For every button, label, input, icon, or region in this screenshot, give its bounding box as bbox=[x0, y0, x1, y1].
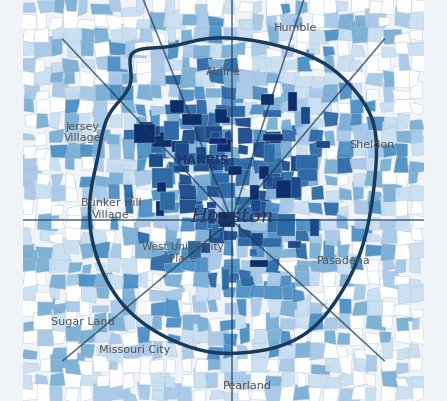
Bar bbox=[296, 155, 318, 169]
Bar bbox=[291, 178, 301, 198]
Text: Bunker Hill
Village: Bunker Hill Village bbox=[80, 198, 141, 219]
Bar bbox=[164, 122, 179, 141]
Bar bbox=[250, 250, 257, 256]
Bar bbox=[250, 261, 268, 267]
Text: HARRIS: HARRIS bbox=[177, 154, 230, 167]
Bar bbox=[310, 219, 319, 237]
Bar bbox=[172, 142, 189, 152]
Bar bbox=[291, 156, 306, 172]
Bar bbox=[264, 144, 275, 164]
Bar bbox=[134, 125, 155, 144]
Text: Sugar Land: Sugar Land bbox=[51, 316, 115, 326]
Bar bbox=[156, 182, 166, 193]
Bar bbox=[298, 168, 317, 181]
Bar bbox=[169, 101, 184, 113]
Bar bbox=[266, 176, 274, 187]
Bar bbox=[212, 225, 219, 237]
Bar bbox=[152, 169, 173, 188]
Text: Missouri City: Missouri City bbox=[99, 344, 171, 354]
Bar bbox=[219, 184, 235, 198]
Text: Aldine: Aldine bbox=[206, 67, 241, 77]
Bar bbox=[261, 95, 274, 106]
Bar bbox=[259, 166, 269, 180]
Bar bbox=[148, 154, 163, 167]
Bar bbox=[139, 123, 153, 137]
Bar bbox=[173, 166, 189, 172]
Bar bbox=[238, 238, 256, 246]
Text: Jersey
Village: Jersey Village bbox=[64, 122, 101, 143]
Bar bbox=[288, 242, 300, 249]
Bar bbox=[222, 269, 228, 291]
Bar bbox=[301, 108, 310, 125]
Bar bbox=[160, 192, 175, 210]
Bar bbox=[211, 132, 220, 142]
Bar bbox=[182, 114, 202, 125]
Bar bbox=[251, 201, 261, 213]
Bar bbox=[205, 126, 222, 140]
Bar bbox=[174, 154, 196, 166]
Bar bbox=[263, 177, 284, 189]
Bar bbox=[207, 202, 216, 209]
Bar bbox=[211, 173, 229, 186]
Bar bbox=[228, 166, 241, 175]
Bar bbox=[188, 241, 201, 258]
Bar bbox=[216, 106, 229, 119]
Bar bbox=[151, 144, 164, 154]
Text: Pasadena: Pasadena bbox=[317, 256, 371, 265]
Bar bbox=[277, 215, 295, 237]
Bar bbox=[236, 197, 253, 205]
Bar bbox=[200, 244, 210, 253]
Bar bbox=[148, 127, 160, 136]
Bar bbox=[218, 213, 235, 227]
Bar bbox=[196, 148, 206, 165]
Bar bbox=[215, 109, 230, 124]
Bar bbox=[316, 142, 330, 149]
Bar bbox=[288, 93, 297, 112]
Bar bbox=[276, 181, 296, 199]
Bar bbox=[152, 132, 172, 148]
Bar bbox=[217, 140, 231, 153]
Bar bbox=[175, 144, 189, 161]
Bar bbox=[209, 138, 227, 145]
Text: Sheldon: Sheldon bbox=[350, 140, 395, 149]
Bar bbox=[263, 135, 283, 142]
Bar bbox=[251, 234, 263, 246]
Bar bbox=[250, 186, 259, 204]
Bar bbox=[208, 209, 215, 225]
Bar bbox=[261, 239, 281, 248]
Bar bbox=[237, 208, 254, 222]
Text: Pearland: Pearland bbox=[223, 380, 272, 390]
Text: Humble: Humble bbox=[274, 23, 317, 33]
Bar bbox=[227, 107, 245, 117]
Bar bbox=[263, 111, 281, 118]
Bar bbox=[238, 199, 249, 219]
Text: West University
Place: West University Place bbox=[143, 242, 224, 263]
Bar bbox=[156, 202, 164, 217]
Text: Houston: Houston bbox=[190, 208, 273, 225]
Bar bbox=[269, 135, 281, 143]
